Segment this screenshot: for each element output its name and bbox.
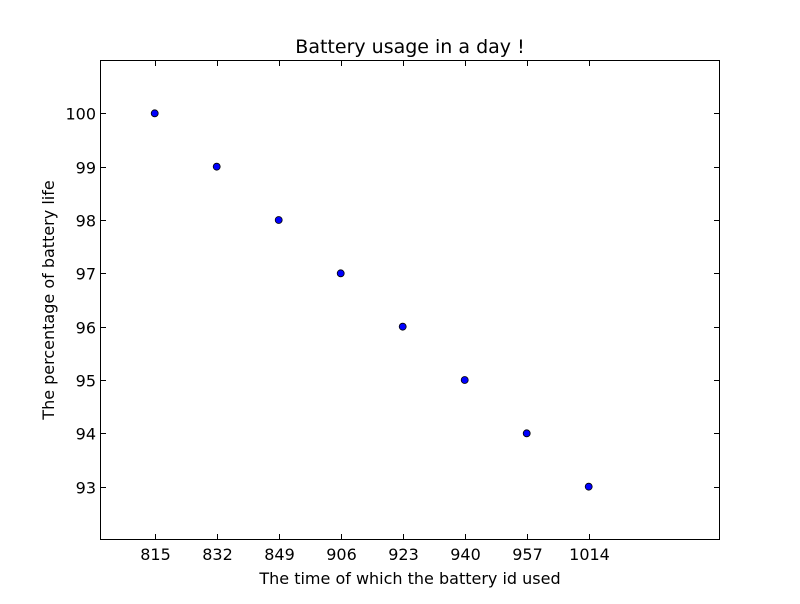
data-point xyxy=(336,269,345,278)
data-point xyxy=(212,162,221,171)
data-point xyxy=(398,322,407,331)
data-point xyxy=(584,482,593,491)
y-tick-label: 100 xyxy=(65,105,96,124)
x-axis-ticks: 815 832 849 906 923 940 957 1014 xyxy=(140,60,610,564)
y-tick-label: 98 xyxy=(76,212,96,231)
y-tick-label: 94 xyxy=(76,425,96,444)
plot-area-frame xyxy=(100,60,720,540)
y-tick-label: 97 xyxy=(76,265,96,284)
x-tick-label: 957 xyxy=(512,545,543,564)
x-tick-label: 832 xyxy=(202,545,233,564)
x-tick-label: 906 xyxy=(326,545,357,564)
y-axis-ticks: 93 94 95 96 97 98 99 100 xyxy=(65,105,720,498)
data-point xyxy=(150,109,159,118)
y-axis-label: The percentage of battery life xyxy=(39,180,58,420)
chart-title: Battery usage in a day ! xyxy=(295,36,524,58)
y-tick-label: 95 xyxy=(76,372,96,391)
y-tick-label: 96 xyxy=(76,319,96,338)
y-tick-label: 93 xyxy=(76,479,96,498)
x-tick-label: 849 xyxy=(264,545,295,564)
x-tick-label: 923 xyxy=(388,545,419,564)
data-point xyxy=(274,216,283,224)
x-tick-label: 815 xyxy=(140,545,171,564)
x-tick-label: 940 xyxy=(450,545,481,564)
x-tick-label: 1014 xyxy=(569,545,610,564)
data-point xyxy=(522,429,531,438)
data-point xyxy=(460,376,469,384)
x-axis-label: The time of which the battery id used xyxy=(258,569,560,588)
y-tick-label: 99 xyxy=(76,159,96,178)
data-points xyxy=(150,109,593,491)
